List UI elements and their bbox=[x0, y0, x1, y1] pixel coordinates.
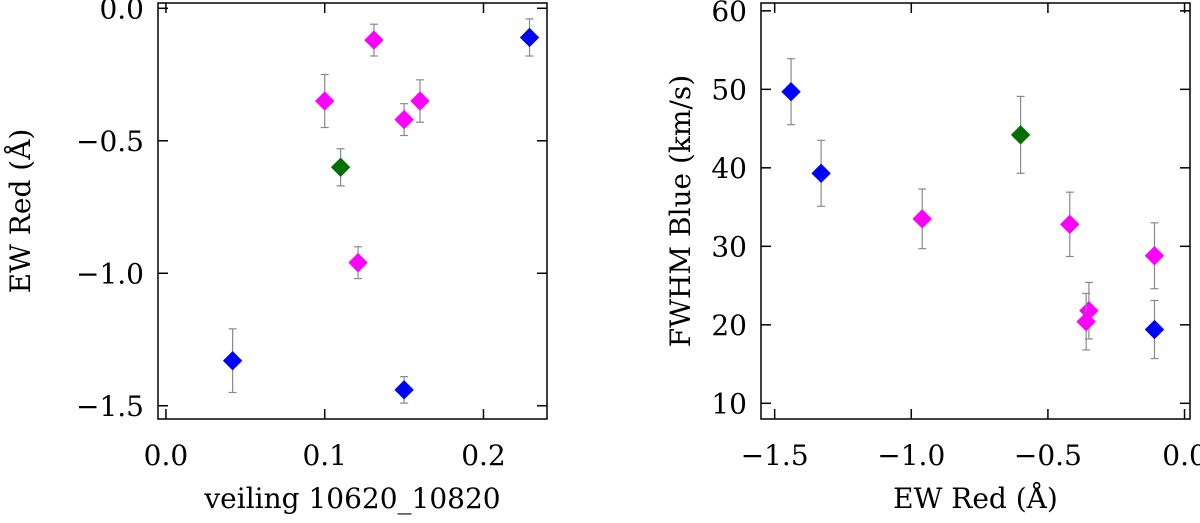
x-tick-label: 0.2 bbox=[461, 439, 506, 472]
x-tick-label: −1.0 bbox=[877, 439, 945, 472]
data-point-diamond bbox=[519, 27, 540, 48]
x-tick-label: −0.5 bbox=[1014, 439, 1082, 472]
data-point-diamond bbox=[781, 81, 801, 102]
data-point-diamond bbox=[315, 91, 335, 111]
y-tick-label: 40 bbox=[711, 152, 747, 185]
y-tick-label: 0.0 bbox=[99, 0, 144, 25]
y-tick-label: 60 bbox=[711, 0, 747, 28]
y-tick-label: 10 bbox=[711, 387, 747, 420]
data-point-diamond bbox=[330, 157, 351, 177]
data-point-diamond bbox=[1144, 246, 1165, 266]
left-panel: 0.0 0.1 0.2 0.0 −0.5 −1.0 −1.5 veiling 10620_10… bbox=[4, 0, 548, 515]
x-tick-label: 0.1 bbox=[302, 439, 347, 472]
x-tick-label: 0.0 bbox=[1162, 439, 1200, 472]
plot-frame bbox=[157, 2, 548, 420]
data-point-diamond bbox=[811, 163, 831, 184]
x-tick-label: 0.0 bbox=[144, 439, 189, 472]
data-point-diamond bbox=[348, 252, 368, 273]
y-axis-title: EW Red (Å) bbox=[4, 129, 37, 294]
y-axis-title: FWHM Blue (km/s) bbox=[664, 75, 697, 347]
data-point-diamond bbox=[1076, 311, 1096, 332]
right-panel: −1.5 −1.0 −0.5 0.0 10 20 30 40 50 60 EW Red (Å) FWH… bbox=[664, 0, 1200, 515]
data-point-diamond bbox=[364, 30, 384, 50]
plot-frame bbox=[760, 2, 1191, 420]
data-point-diamond bbox=[1060, 214, 1080, 235]
y-tick-label: −0.5 bbox=[76, 125, 144, 158]
data-point-diamond bbox=[394, 380, 414, 400]
data-point-diamond bbox=[394, 109, 414, 130]
y-tick-label: 50 bbox=[711, 73, 747, 106]
x-axis-title: EW Red (Å) bbox=[893, 482, 1058, 515]
y-tick-label: 20 bbox=[711, 309, 747, 342]
data-point-diamond bbox=[410, 91, 430, 111]
data-point-diamond bbox=[1010, 125, 1031, 145]
data-point-diamond bbox=[912, 209, 932, 229]
x-tick-label: −1.5 bbox=[741, 439, 809, 472]
y-tick-label: −1.0 bbox=[76, 257, 144, 290]
y-tick-label: −1.5 bbox=[76, 390, 144, 423]
data-point-diamond bbox=[1144, 319, 1165, 340]
y-tick-label: 30 bbox=[711, 230, 747, 263]
x-axis-title: veiling 10620_10820 bbox=[203, 482, 500, 515]
data-point-diamond bbox=[222, 350, 243, 371]
